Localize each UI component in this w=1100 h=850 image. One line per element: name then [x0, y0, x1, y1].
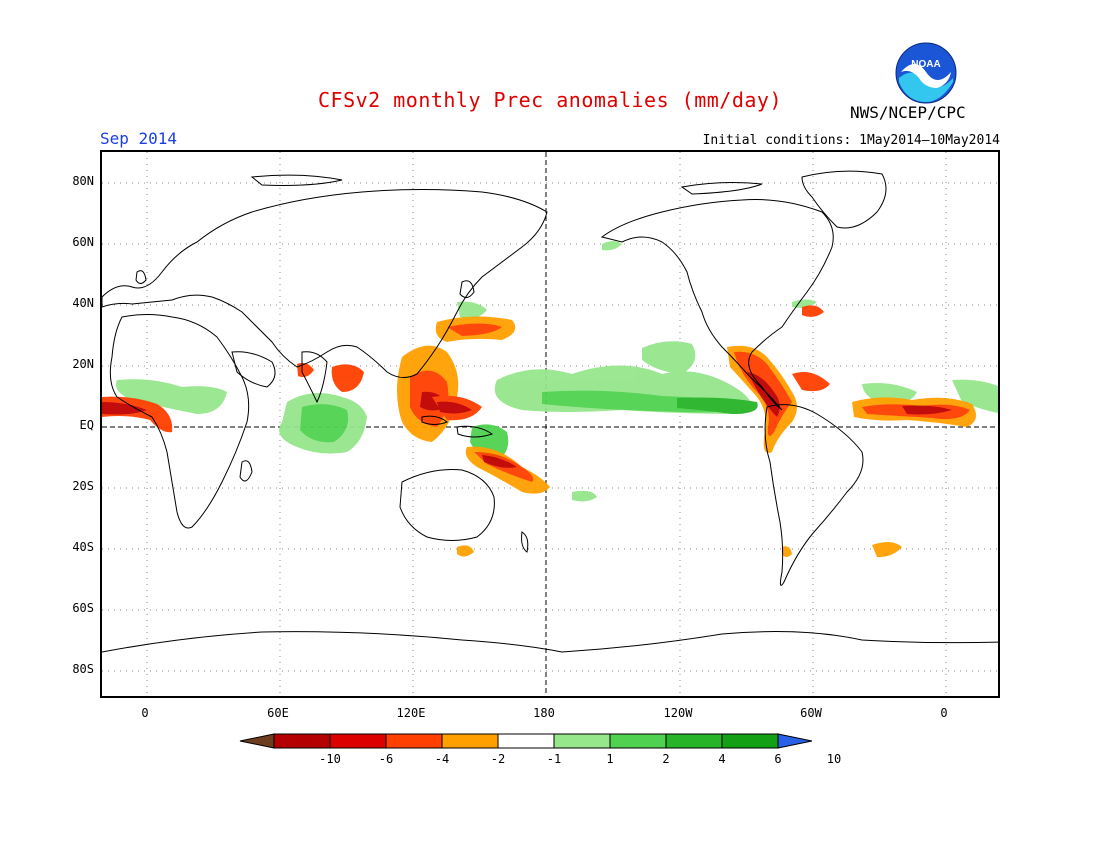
colorbar-box [441, 733, 499, 749]
dry-caribbean [792, 371, 830, 392]
lat-label-80n: 80N [72, 174, 94, 188]
wet-itcz-east [677, 397, 758, 414]
wet-south-pacific [572, 490, 597, 502]
dry-arabian-sea [297, 362, 314, 378]
colorbar-tick-label: -1 [546, 752, 562, 766]
lat-label-80s: 80S [72, 662, 94, 676]
colorbar-box [385, 733, 443, 749]
wet-anomalies [116, 241, 998, 502]
wet-indian-ocean-core [300, 404, 349, 443]
coastlines [102, 170, 998, 653]
initial-conditions: Initial conditions: 1May2014—10May2014 [702, 133, 1000, 148]
colorbar-box [497, 733, 555, 749]
colorbar-tick-label: 2 [662, 752, 670, 766]
lat-label-60s: 60S [72, 601, 94, 615]
lon-label-0-west: 0 [141, 706, 149, 720]
lon-label-60w: 60W [800, 706, 822, 720]
lat-label-60n: 60N [72, 235, 94, 249]
colorbar-box [665, 733, 723, 749]
lon-label-120w: 120W [663, 706, 693, 720]
colorbar-tick-label: -10 [319, 752, 341, 766]
colorbar-tick-label: 10 [826, 752, 842, 766]
colorbar-box [609, 733, 667, 749]
lon-label-120e: 120E [396, 706, 426, 720]
colorbar-tick-label: -6 [378, 752, 394, 766]
dry-tasman [457, 545, 474, 557]
colorbar-tick-label: -4 [434, 752, 450, 766]
colorbar-box [273, 733, 331, 749]
dry-philippine-sea-core [447, 323, 502, 336]
wet-west-pacific-north [457, 301, 487, 319]
map-frame [100, 150, 1000, 698]
dry-south-atlantic [872, 541, 902, 558]
chart-title: CFSv2 monthly Prec anomalies (mm/day) [317, 88, 783, 112]
dry-anomalies [102, 305, 976, 558]
colorbar-max-arrow [777, 733, 813, 749]
dry-tropical-atlantic-strong [902, 405, 952, 415]
lon-label-180: 180 [533, 706, 555, 720]
colorbar-min-arrow [239, 733, 275, 749]
noaa-logo: NOAA [895, 42, 957, 104]
lat-label-20s: 20S [72, 479, 94, 493]
wet-central-pacific-north [642, 341, 696, 374]
dry-gulf-of-guinea-strong [102, 402, 147, 415]
logo-text: NOAA [911, 59, 940, 70]
colorbar-box [721, 733, 779, 749]
dry-bay-of-bengal [331, 364, 364, 392]
colorbar-tick-label: 1 [606, 752, 614, 766]
colorbar-tick-label: 4 [718, 752, 726, 766]
lat-label-40s: 40S [72, 540, 94, 554]
lat-label-20n: 20N [72, 357, 94, 371]
lat-label-eq: EQ [79, 418, 94, 432]
wet-us-east-coast [792, 299, 817, 308]
valid-month: Sep 2014 [100, 129, 178, 148]
lon-label-60e: 60E [267, 706, 289, 720]
dry-spcz-strong [482, 455, 517, 468]
dry-south-america-west [782, 546, 792, 557]
lon-label-0-east: 0 [940, 706, 948, 720]
colorbar-tick-label: 6 [774, 752, 782, 766]
wet-aleutian [602, 241, 622, 251]
agency-label: NWS/NCEP/CPC [850, 103, 966, 122]
map-plot [102, 152, 998, 696]
lat-label-40n: 40N [72, 296, 94, 310]
wet-atlantic-west-africa [116, 379, 227, 414]
colorbar-box [553, 733, 611, 749]
colorbar-tick-label: -2 [490, 752, 506, 766]
colorbar-box [329, 733, 387, 749]
grid-lines [102, 152, 998, 696]
wet-atlantic-east [952, 379, 998, 414]
colorbar [239, 733, 813, 749]
dry-west-pacific-strong [437, 401, 472, 414]
dry-gulf-stream [802, 305, 824, 317]
